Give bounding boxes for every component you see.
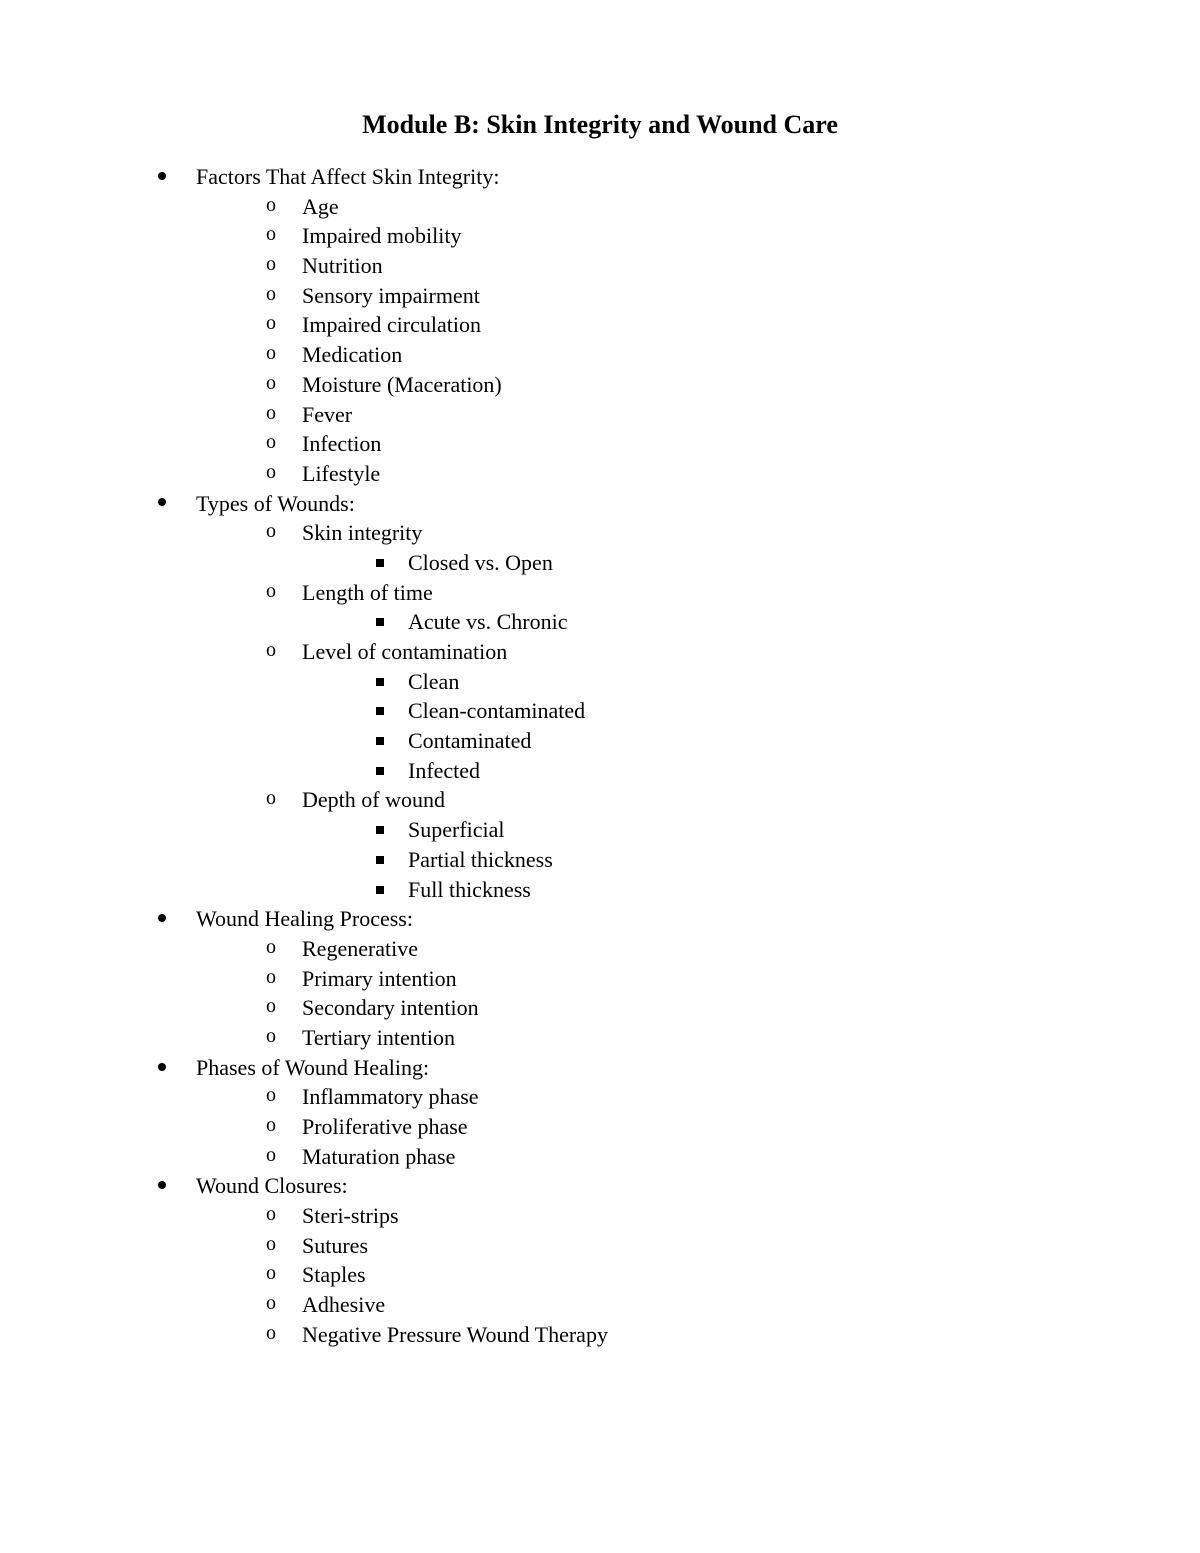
list-item-label: Proliferative phase <box>302 1114 468 1139</box>
list-item: Proliferative phase <box>266 1112 1060 1142</box>
list-item: Level of contamination Clean Clean-contami… <box>266 637 1060 785</box>
list-item: Impaired circulation <box>266 310 1060 340</box>
list-item-label: Staples <box>302 1262 366 1287</box>
section: Types of Wounds: Skin integrity Closed vs.… <box>150 489 1060 905</box>
list-item-label: Maturation phase <box>302 1144 455 1169</box>
sub-list: Superficial Partial thickness Full thickne… <box>302 815 1060 904</box>
subsection-list: Skin integrity Closed vs. Open Length of t… <box>196 518 1060 904</box>
list-item: Impaired mobility <box>266 221 1060 251</box>
list-item: Length of time Acute vs. Chronic <box>266 578 1060 637</box>
list-item-label: Clean <box>408 669 459 694</box>
list-item-label: Regenerative <box>302 936 418 961</box>
list-item: Negative Pressure Wound Therapy <box>266 1320 1060 1350</box>
list-item: Lifestyle <box>266 459 1060 489</box>
section-label: Types of Wounds: <box>196 491 355 516</box>
list-item-label: Skin integrity <box>302 520 422 545</box>
subsection-list: Regenerative Primary intention Secondary i… <box>196 934 1060 1053</box>
list-item-label: Acute vs. Chronic <box>408 609 567 634</box>
list-item: Depth of wound Superficial Partial thickne… <box>266 785 1060 904</box>
list-item: Superficial <box>372 815 1060 845</box>
list-item-label: Negative Pressure Wound Therapy <box>302 1322 608 1347</box>
list-item: Staples <box>266 1260 1060 1290</box>
list-item-label: Partial thickness <box>408 847 553 872</box>
list-item: Inflammatory phase <box>266 1082 1060 1112</box>
list-item-label: Primary intention <box>302 966 457 991</box>
list-item-label: Lifestyle <box>302 461 380 486</box>
list-item-label: Secondary intention <box>302 995 479 1020</box>
sub-list: Closed vs. Open <box>302 548 1060 578</box>
list-item: Tertiary intention <box>266 1023 1060 1053</box>
section-label: Wound Healing Process: <box>196 906 413 931</box>
subsection-list: Age Impaired mobility Nutrition Sensory imp… <box>196 192 1060 489</box>
list-item: Maturation phase <box>266 1142 1060 1172</box>
section-label: Wound Closures: <box>196 1173 348 1198</box>
list-item-label: Sutures <box>302 1233 368 1258</box>
list-item: Fever <box>266 400 1060 430</box>
list-item-label: Adhesive <box>302 1292 385 1317</box>
list-item-label: Tertiary intention <box>302 1025 455 1050</box>
list-item-label: Depth of wound <box>302 787 445 812</box>
section: Wound Closures: Steri-strips Sutures Staple… <box>150 1171 1060 1349</box>
list-item-label: Impaired mobility <box>302 223 461 248</box>
list-item-label: Nutrition <box>302 253 383 278</box>
list-item: Secondary intention <box>266 993 1060 1023</box>
list-item-label: Fever <box>302 402 352 427</box>
subsection-list: Inflammatory phase Proliferative phase Mat… <box>196 1082 1060 1171</box>
list-item: Closed vs. Open <box>372 548 1060 578</box>
section-label: Factors That Affect Skin Integrity: <box>196 164 499 189</box>
outline-list: Factors That Affect Skin Integrity: Age Im… <box>140 162 1060 1350</box>
list-item-label: Age <box>302 194 339 219</box>
list-item-label: Contaminated <box>408 728 531 753</box>
list-item: Moisture (Maceration) <box>266 370 1060 400</box>
list-item-label: Moisture (Maceration) <box>302 372 502 397</box>
section: Phases of Wound Healing:Inflammatory pha… <box>150 1053 1060 1172</box>
list-item-label: Sensory impairment <box>302 283 480 308</box>
list-item: Skin integrity Closed vs. Open <box>266 518 1060 577</box>
section: Factors That Affect Skin Integrity: Age Im… <box>150 162 1060 489</box>
page-title: Module B: Skin Integrity and Wound Care <box>140 110 1060 140</box>
list-item-label: Inflammatory phase <box>302 1084 479 1109</box>
list-item: Age <box>266 192 1060 222</box>
list-item-label: Infected <box>408 758 480 783</box>
list-item: Infected <box>372 756 1060 786</box>
list-item-label: Infection <box>302 431 381 456</box>
list-item-label: Level of contamination <box>302 639 507 664</box>
list-item: Steri-strips <box>266 1201 1060 1231</box>
subsection-list: Steri-strips Sutures Staples Adhesive Negati… <box>196 1201 1060 1349</box>
list-item: Acute vs. Chronic <box>372 607 1060 637</box>
list-item: Full thickness <box>372 875 1060 905</box>
list-item: Clean <box>372 667 1060 697</box>
list-item: Contaminated <box>372 726 1060 756</box>
sub-list: Clean Clean-contaminated Contaminated Infec… <box>302 667 1060 786</box>
list-item-label: Medication <box>302 342 402 367</box>
document-page: Module B: Skin Integrity and Wound Care … <box>0 0 1200 1450</box>
list-item-label: Closed vs. Open <box>408 550 553 575</box>
list-item: Medication <box>266 340 1060 370</box>
list-item-label: Length of time <box>302 580 433 605</box>
list-item: Sutures <box>266 1231 1060 1261</box>
list-item-label: Impaired circulation <box>302 312 481 337</box>
section: Wound Healing Process: Regenerative Primar… <box>150 904 1060 1052</box>
sub-list: Acute vs. Chronic <box>302 607 1060 637</box>
list-item: Nutrition <box>266 251 1060 281</box>
list-item: Clean-contaminated <box>372 696 1060 726</box>
list-item: Partial thickness <box>372 845 1060 875</box>
list-item-label: Full thickness <box>408 877 531 902</box>
list-item: Primary intention <box>266 964 1060 994</box>
list-item-label: Clean-contaminated <box>408 698 585 723</box>
section-label: Phases of Wound Healing: <box>196 1055 429 1080</box>
list-item: Infection <box>266 429 1060 459</box>
list-item-label: Superficial <box>408 817 505 842</box>
list-item-label: Steri-strips <box>302 1203 399 1228</box>
list-item: Adhesive <box>266 1290 1060 1320</box>
list-item: Regenerative <box>266 934 1060 964</box>
list-item: Sensory impairment <box>266 281 1060 311</box>
